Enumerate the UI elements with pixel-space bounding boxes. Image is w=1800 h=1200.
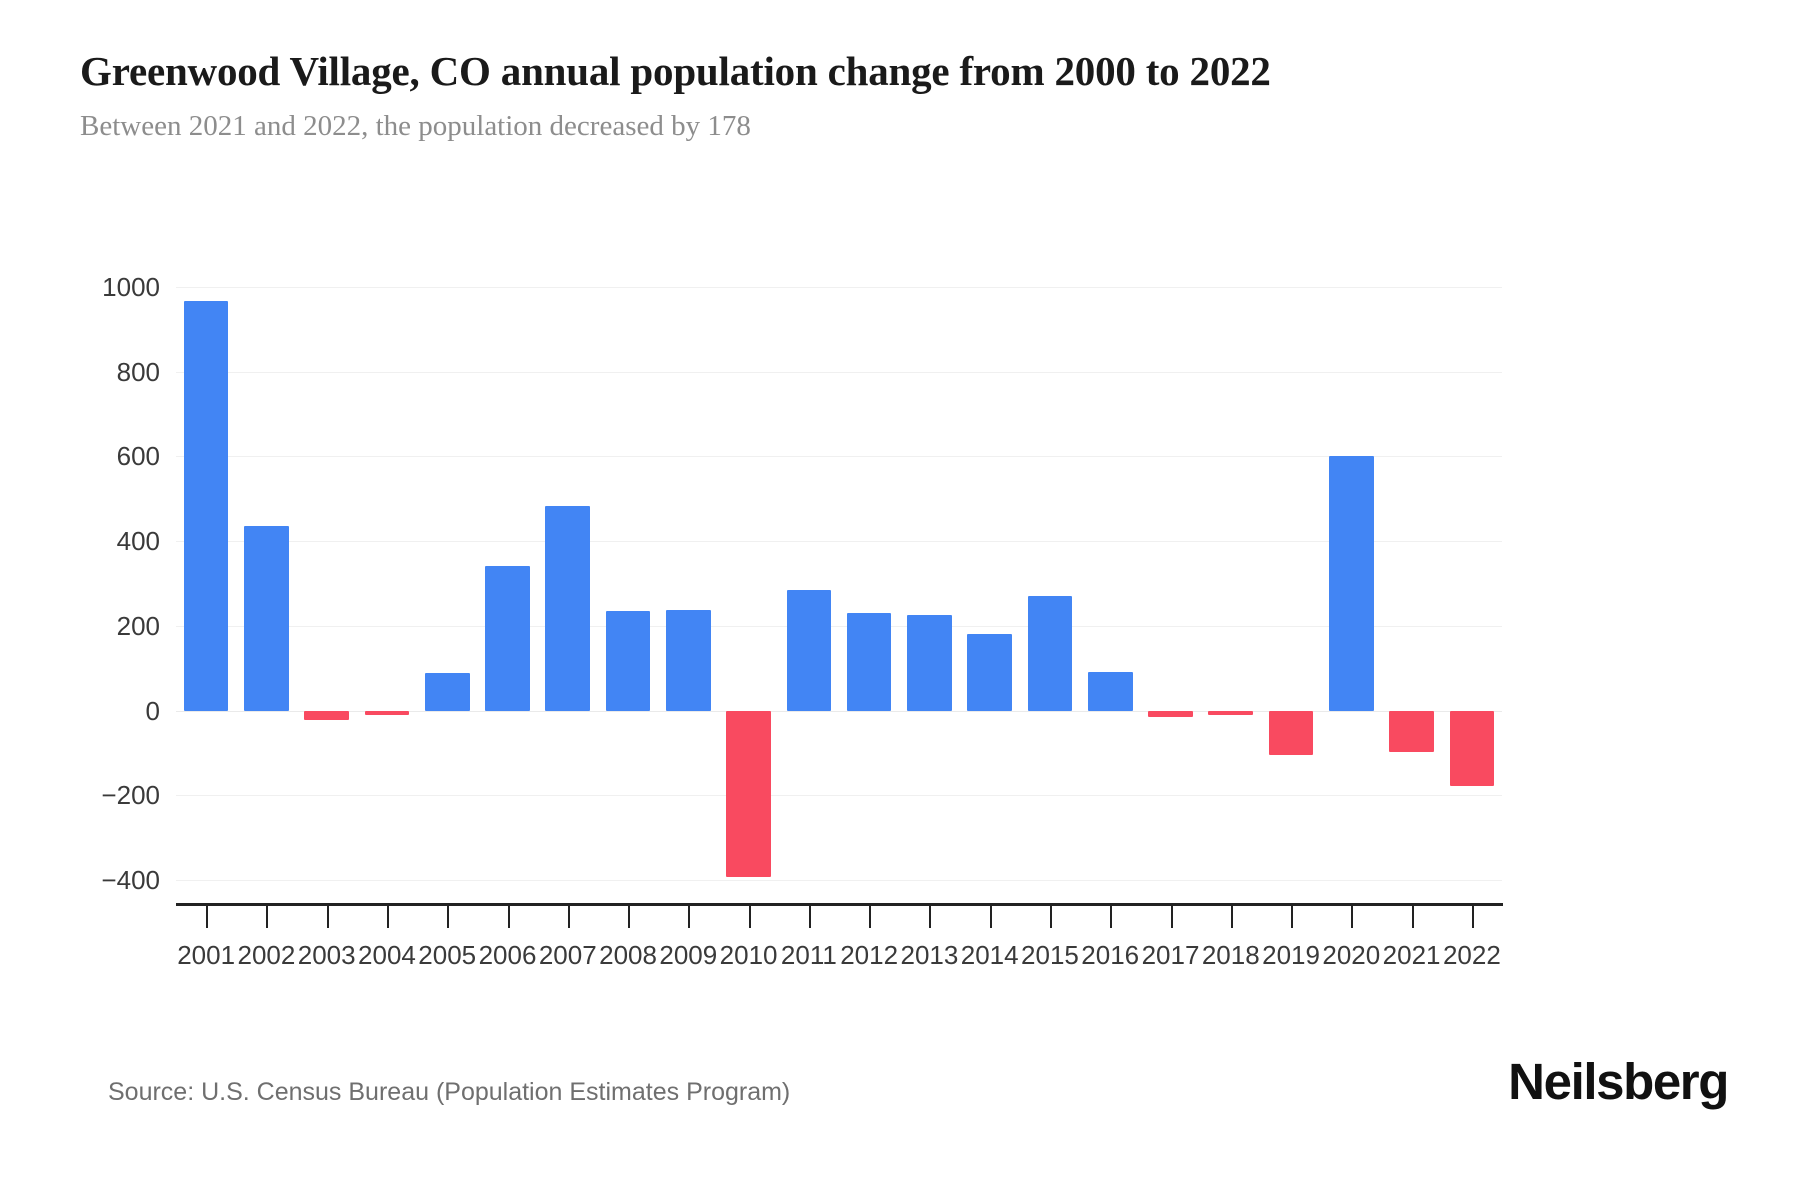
- bar-2003[interactable]: [304, 710, 349, 720]
- y-axis-tick-label: −200: [101, 780, 160, 811]
- bar-series: [176, 287, 1502, 880]
- bar-2001[interactable]: [183, 300, 229, 711]
- x-axis-tick-label: 2011: [780, 940, 837, 970]
- gridline: [176, 710, 1502, 712]
- plot-area: [176, 287, 1502, 881]
- bar-2016[interactable]: [1087, 671, 1133, 711]
- bar-2004[interactable]: [364, 710, 410, 715]
- x-axis-tick: [748, 903, 751, 928]
- x-axis-tick-label: 2009: [659, 940, 718, 970]
- x-axis-tick: [1230, 903, 1233, 928]
- bar-2022[interactable]: [1449, 710, 1495, 786]
- bar-2015[interactable]: [1027, 596, 1073, 711]
- x-axis-line: [176, 903, 1503, 906]
- page-title: Greenwood Village, CO annual population …: [80, 48, 1271, 94]
- gridline: [176, 625, 1502, 627]
- x-axis-tick: [1049, 903, 1052, 928]
- bar-2006[interactable]: [485, 566, 530, 711]
- bar-2010[interactable]: [726, 710, 771, 877]
- x-axis-tick: [447, 903, 450, 928]
- x-axis-tick: [386, 903, 389, 928]
- x-axis-tick-label: 2017: [1141, 940, 1200, 970]
- gridline: [176, 287, 1502, 288]
- gridline: [176, 795, 1502, 797]
- x-axis-tick-label: 2003: [297, 940, 356, 970]
- gridline: [176, 371, 1502, 373]
- bar-2009[interactable]: [666, 610, 711, 711]
- x-axis-tick-label: 2021: [1382, 940, 1441, 970]
- bar-2021[interactable]: [1389, 710, 1434, 753]
- x-axis-tick-label: 2002: [237, 940, 296, 970]
- y-axis-tick-label: 600: [116, 441, 160, 472]
- y-axis-tick-label: 200: [116, 610, 160, 641]
- x-axis-tick: [1291, 903, 1294, 928]
- y-axis-tick-label: 1000: [102, 272, 160, 302]
- x-axis-tick-label: 2020: [1322, 940, 1381, 970]
- gridline: [176, 880, 1502, 881]
- x-axis-tick: [1351, 903, 1354, 928]
- x-axis-tick-label: 2007: [538, 940, 597, 970]
- x-axis-tick: [688, 903, 691, 928]
- y-axis-tick-label: −400: [101, 865, 160, 895]
- x-axis-tick-label: 2019: [1262, 940, 1320, 970]
- x-axis-tick: [326, 903, 329, 928]
- x-axis-tick-label: 2022: [1442, 940, 1501, 970]
- bar-2007[interactable]: [545, 505, 591, 711]
- y-axis-tick-label: 0: [145, 695, 160, 726]
- bar-2019[interactable]: [1268, 710, 1314, 755]
- x-axis-tick-label: 2008: [599, 940, 657, 970]
- x-axis-tick: [1170, 903, 1173, 928]
- bar-2011[interactable]: [786, 589, 832, 711]
- x-axis-tick: [206, 903, 209, 928]
- brand-logo: Neilsberg: [1508, 1053, 1729, 1110]
- x-axis-tick-label: 2006: [478, 940, 537, 970]
- x-axis-tick: [1110, 903, 1113, 928]
- x-axis-tick-label: 2015: [1021, 940, 1079, 970]
- x-axis-tick: [266, 903, 269, 928]
- bar-2012[interactable]: [846, 612, 892, 711]
- bar-2018[interactable]: [1208, 710, 1254, 715]
- bar-2008[interactable]: [605, 610, 651, 711]
- gridline: [176, 456, 1502, 458]
- x-axis-tick-label: 2004: [358, 940, 416, 970]
- source-note: Source: U.S. Census Bureau (Population E…: [108, 1078, 791, 1106]
- y-axis-tick-label: 800: [116, 356, 160, 387]
- x-axis-tick-label: 2016: [1081, 940, 1140, 970]
- bar-2002[interactable]: [244, 526, 289, 711]
- page-subtitle: Between 2021 and 2022, the population de…: [80, 110, 751, 143]
- x-axis-tick: [628, 903, 631, 928]
- y-axis-tick-label: 400: [116, 526, 160, 557]
- x-axis-tick: [869, 903, 872, 928]
- x-axis-tick: [567, 903, 570, 928]
- x-axis-tick-label: 2005: [418, 940, 477, 970]
- gridline: [176, 541, 1502, 543]
- x-axis-tick: [989, 903, 992, 928]
- x-axis-tick: [507, 903, 510, 928]
- bar-2017[interactable]: [1148, 710, 1193, 718]
- bar-2014[interactable]: [967, 633, 1012, 711]
- x-axis-tick: [929, 903, 932, 928]
- chart-header: Greenwood Village, CO annual population …: [80, 48, 1730, 144]
- x-axis-tick: [1471, 903, 1474, 928]
- x-axis-tick-label: 2018: [1201, 940, 1260, 970]
- x-axis-tick: [808, 903, 811, 928]
- x-axis-tick: [1411, 903, 1414, 928]
- x-axis-tick-label: 2010: [719, 940, 778, 970]
- x-axis-tick-label: 2014: [960, 940, 1019, 970]
- bar-2020[interactable]: [1329, 455, 1374, 711]
- x-axis-tick-label: 2013: [900, 940, 959, 970]
- x-axis-tick-label: 2012: [840, 940, 899, 970]
- bar-2013[interactable]: [907, 614, 952, 711]
- x-axis-tick-label: 2001: [177, 940, 236, 970]
- bar-2005[interactable]: [424, 673, 470, 711]
